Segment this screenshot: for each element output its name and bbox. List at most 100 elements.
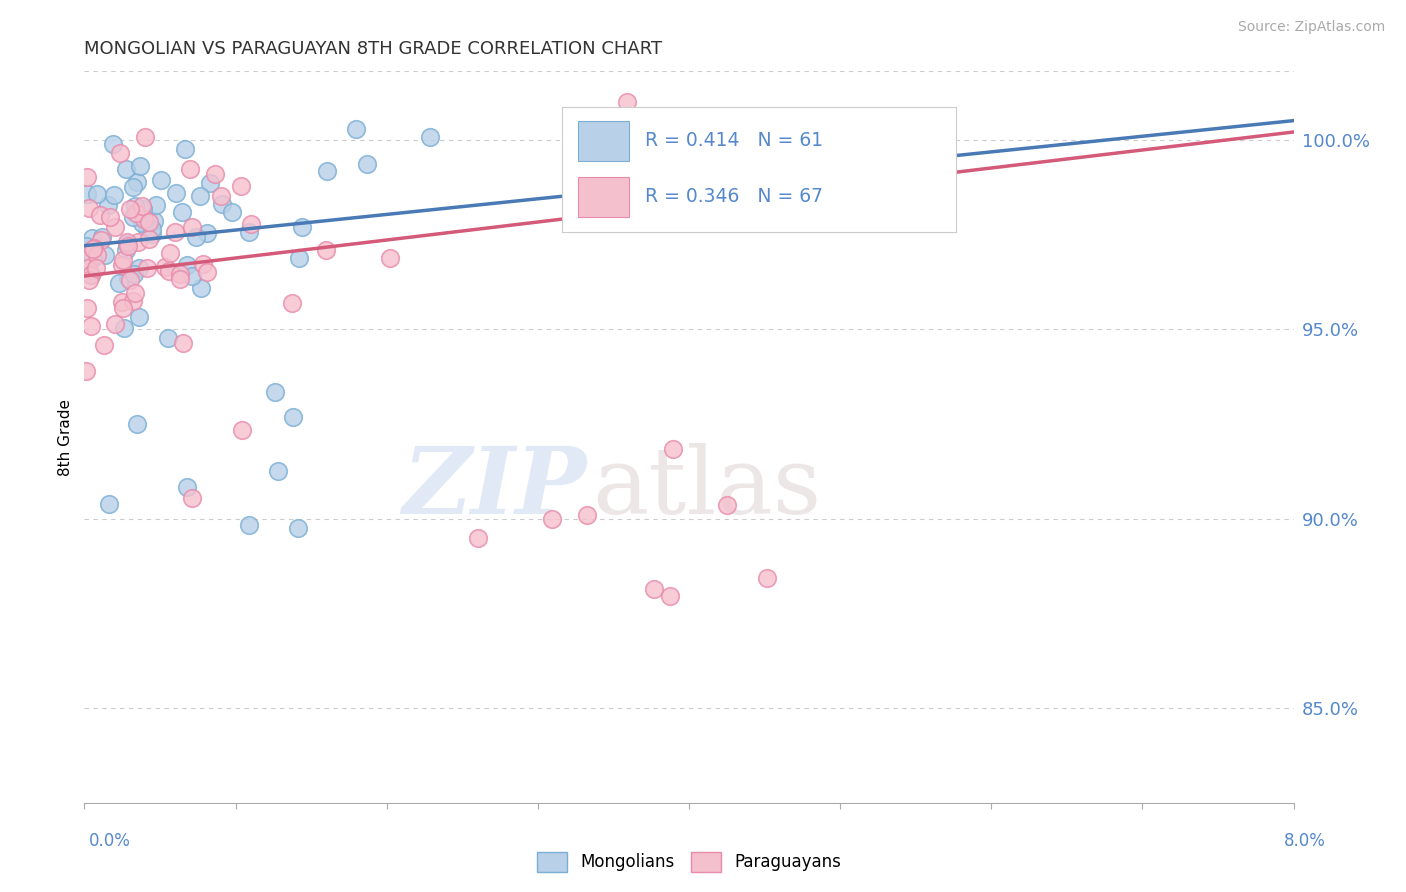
Point	[111, 258, 134, 272]
Point	[159, 246, 181, 260]
Point	[86, 187, 108, 202]
Point	[118, 272, 141, 286]
Point	[115, 243, 138, 257]
Point	[155, 260, 177, 275]
Text: atlas: atlas	[592, 443, 821, 533]
Point	[138, 214, 160, 228]
Point	[132, 202, 155, 216]
Point	[120, 202, 142, 216]
Point	[238, 518, 260, 533]
Point	[90, 233, 112, 247]
Point	[124, 285, 146, 300]
Point	[180, 491, 202, 505]
Point	[79, 268, 101, 282]
Point	[181, 268, 204, 283]
Text: R = 0.346   N = 67: R = 0.346 N = 67	[645, 187, 823, 206]
Point	[240, 218, 263, 232]
Point	[129, 159, 152, 173]
Point	[131, 199, 153, 213]
Point	[128, 310, 150, 324]
Point	[114, 161, 136, 176]
Point	[122, 293, 145, 308]
Point	[143, 214, 166, 228]
Point	[103, 187, 125, 202]
Point	[82, 242, 104, 256]
Point	[141, 222, 163, 236]
Point	[156, 331, 179, 345]
Point	[356, 157, 378, 171]
Point	[93, 338, 115, 352]
Point	[76, 170, 98, 185]
Point	[315, 243, 337, 257]
Point	[169, 272, 191, 286]
Point	[288, 251, 311, 265]
Point	[221, 205, 243, 219]
Point	[117, 235, 139, 249]
Point	[150, 173, 173, 187]
Point	[170, 204, 193, 219]
Point	[131, 216, 153, 230]
Point	[281, 410, 304, 425]
Text: R = 0.414   N = 61: R = 0.414 N = 61	[645, 131, 823, 150]
Point	[80, 268, 103, 282]
Point	[86, 248, 108, 262]
Point	[136, 260, 159, 275]
Point	[75, 364, 97, 378]
Point	[141, 227, 163, 241]
Y-axis label: 8th Grade: 8th Grade	[58, 399, 73, 475]
Point	[231, 179, 253, 194]
Point	[419, 129, 441, 144]
Point	[125, 206, 148, 220]
Point	[94, 248, 117, 262]
Point	[264, 384, 287, 399]
Point	[181, 219, 204, 234]
Text: 0.0%: 0.0%	[89, 831, 131, 849]
Point	[97, 198, 120, 212]
Point	[176, 258, 198, 272]
Point	[121, 180, 143, 194]
Point	[89, 209, 111, 223]
Point	[117, 271, 139, 285]
Point	[134, 129, 156, 144]
Point	[80, 319, 103, 334]
Point	[77, 252, 100, 266]
Point	[186, 230, 208, 244]
Point	[755, 571, 778, 585]
Point	[76, 301, 98, 315]
Point	[136, 222, 159, 236]
Point	[716, 499, 738, 513]
Point	[127, 235, 149, 249]
Point	[344, 122, 367, 136]
Point	[287, 520, 309, 534]
Point	[467, 531, 489, 545]
Point	[188, 188, 211, 202]
Point	[165, 186, 187, 200]
Point	[195, 227, 218, 241]
Point	[575, 508, 598, 522]
Point	[204, 167, 226, 181]
Text: Source: ZipAtlas.com: Source: ZipAtlas.com	[1237, 20, 1385, 34]
Point	[111, 295, 134, 310]
Point	[122, 210, 145, 224]
Point	[125, 175, 148, 189]
Point	[231, 423, 253, 437]
Text: ZIP: ZIP	[402, 443, 586, 533]
Point	[281, 296, 304, 310]
Point	[238, 225, 260, 239]
Point	[110, 146, 132, 161]
Point	[115, 237, 138, 252]
Point	[291, 220, 314, 235]
Point	[132, 211, 155, 226]
Point	[165, 225, 187, 239]
Bar	[578, 120, 630, 161]
Point	[157, 264, 180, 278]
Point	[111, 301, 134, 316]
Point	[124, 199, 146, 213]
Point	[76, 187, 98, 202]
Point	[616, 95, 638, 109]
Point	[83, 240, 105, 254]
Point	[316, 164, 339, 178]
Point	[125, 417, 148, 431]
Point	[541, 512, 564, 526]
Point	[211, 197, 233, 211]
